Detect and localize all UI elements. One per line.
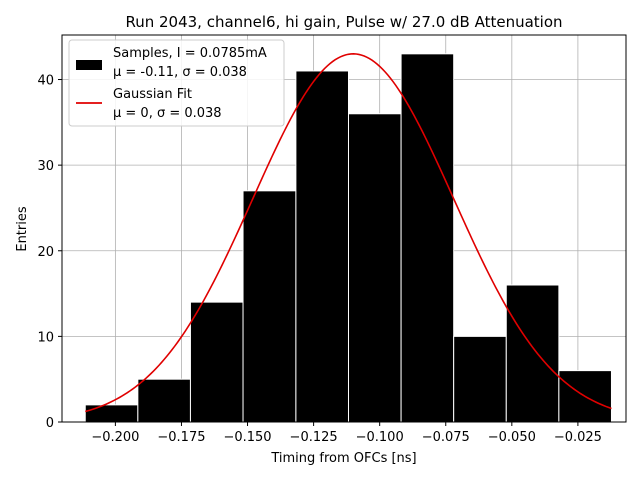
legend-samples-label-line1: Samples, I = 0.0785mA — [113, 46, 267, 61]
y-tick-label: 20 — [37, 245, 54, 260]
gaussian-fit — [85, 53, 612, 413]
legend-fit-label-line2: μ = 0, σ = 0.038 — [113, 106, 222, 121]
legend-samples-swatch — [76, 60, 102, 70]
histogram-bar — [400, 53, 455, 423]
y-tick-label: 0 — [46, 416, 54, 431]
histogram-bar — [453, 335, 507, 423]
histogram-bar — [137, 378, 191, 423]
histogram-bars — [84, 53, 612, 423]
x-axis-label: Timing from OFCs [ns] — [270, 451, 416, 466]
y-axis-label: Entries — [15, 206, 30, 252]
x-tick-label: −0.150 — [223, 430, 271, 445]
y-axis-ticks: 0 10 20 30 40 — [37, 74, 62, 431]
histogram-bar — [558, 370, 612, 423]
plot-frame — [61, 34, 627, 423]
chart-title: Run 2043, channel6, hi gain, Pulse w/ 27… — [125, 13, 562, 31]
gaussian-fit-line — [85, 53, 612, 413]
histogram-bar — [347, 113, 402, 423]
legend: Samples, I = 0.0785mA μ = -0.11, σ = 0.0… — [68, 39, 285, 127]
histogram-bar — [295, 70, 349, 423]
x-tick-label: −0.025 — [554, 430, 602, 445]
x-tick-label: −0.050 — [488, 430, 536, 445]
x-tick-label: −0.075 — [422, 430, 470, 445]
x-tick-label: −0.175 — [157, 430, 205, 445]
x-axis-ticks: −0.200 −0.175 −0.150 −0.125 −0.100 −0.075 −0.0… — [91, 422, 602, 445]
legend-samples-label-line2: μ = -0.11, σ = 0.038 — [113, 65, 247, 80]
y-tick-label: 40 — [37, 74, 54, 89]
legend-box — [68, 39, 285, 127]
x-tick-label: −0.100 — [356, 430, 404, 445]
histogram-bar — [505, 284, 560, 423]
x-tick-label: −0.200 — [91, 430, 139, 445]
x-tick-label: −0.125 — [290, 430, 338, 445]
histogram-bar — [189, 301, 244, 423]
legend-fit-label-line1: Gaussian Fit — [113, 87, 192, 102]
histogram-bar — [242, 190, 297, 423]
y-tick-label: 10 — [37, 330, 54, 345]
histogram-bar — [84, 404, 139, 423]
y-tick-label: 30 — [37, 159, 54, 174]
